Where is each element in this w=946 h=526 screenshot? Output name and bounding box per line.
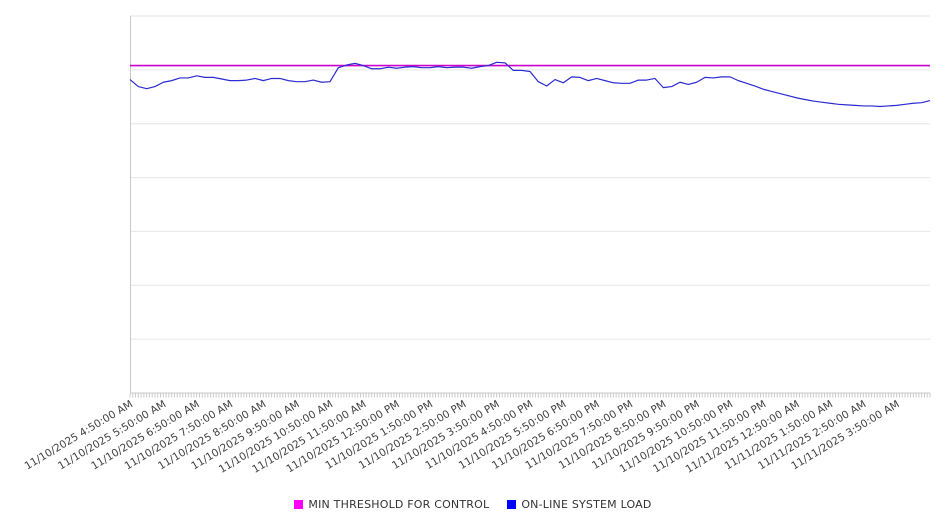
legend-item-online-system-load: ON-LINE SYSTEM LOAD <box>507 498 651 511</box>
legend-swatch-min-threshold-icon <box>294 500 304 509</box>
legend-item-min-threshold: MIN THRESHOLD FOR CONTROL <box>294 498 489 511</box>
legend-swatch-online-system-load-icon <box>507 500 517 509</box>
chart-legend: MIN THRESHOLD FOR CONTROL ON-LINE SYSTEM… <box>0 498 946 511</box>
x-axis-minor-ticks <box>129 393 931 398</box>
legend-label-min-threshold: MIN THRESHOLD FOR CONTROL <box>308 498 490 511</box>
online-system-load-line <box>129 61 931 108</box>
legend-label-online-system-load: ON-LINE SYSTEM LOAD <box>521 498 652 511</box>
